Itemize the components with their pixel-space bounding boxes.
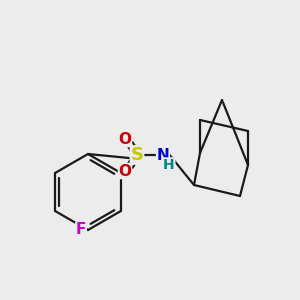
Text: H: H bbox=[163, 158, 175, 172]
Text: O: O bbox=[118, 164, 131, 178]
Text: S: S bbox=[130, 146, 143, 164]
Text: N: N bbox=[157, 148, 169, 163]
Text: F: F bbox=[76, 223, 86, 238]
Text: O: O bbox=[118, 131, 131, 146]
